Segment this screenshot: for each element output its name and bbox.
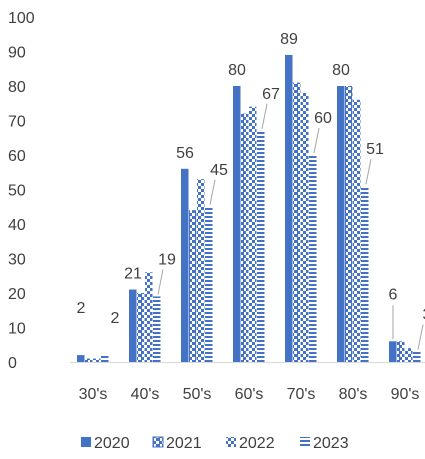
bar-2021-70s	[293, 82, 301, 363]
data-label-2020: 80	[228, 62, 246, 79]
bar-2023-70s	[309, 155, 317, 362]
y-tick-label: 20	[8, 286, 26, 303]
y-tick-label: 40	[8, 217, 26, 234]
x-tick-label: 60's	[235, 386, 264, 403]
y-tick-label: 100	[8, 10, 35, 27]
legend: 2020 2021 2022 2023	[81, 435, 349, 452]
bar-2020-60s	[233, 86, 241, 362]
legend-label-2022: 2022	[239, 435, 275, 452]
x-tick-label: 80's	[339, 386, 368, 403]
bar-2022-40s	[145, 272, 153, 362]
x-tick-label: 70's	[287, 386, 316, 403]
bar-2023-60s	[257, 130, 265, 362]
y-tick-label: 60	[8, 148, 26, 165]
data-label-2023: 60	[314, 110, 332, 127]
x-axis: 30's 40's 50's 60's 70's 80's 90's	[70, 362, 425, 403]
data-label-2020: 2	[77, 300, 86, 317]
legend-swatch-2022	[226, 437, 236, 447]
bar-2023-40s	[153, 296, 161, 362]
legend-swatch-2021	[152, 436, 164, 448]
legend-label-2020: 2020	[94, 435, 130, 452]
data-label-2020: 21	[124, 266, 142, 283]
bar-2021-50s	[189, 210, 197, 362]
data-label-2020: 80	[332, 62, 350, 79]
bars	[77, 54, 421, 363]
leader-line	[417, 324, 424, 350]
bar-2023-50s	[205, 206, 213, 362]
leader-line	[313, 127, 320, 154]
data-labels: 2 21 56 80 89 80 6 2 19 45 67 60 51 3	[77, 31, 425, 350]
data-label-2023: 2	[111, 310, 120, 327]
y-tick-label: 90	[8, 45, 26, 62]
data-label-2023: 67	[262, 86, 280, 103]
bar-2020-50s	[181, 168, 189, 362]
bar-2023-80s	[361, 186, 369, 362]
data-label-2020: 89	[280, 31, 298, 48]
legend-label-2023: 2023	[313, 435, 349, 452]
bar-2022-80s	[353, 99, 361, 363]
data-label-2023: 51	[366, 141, 384, 158]
bar-2020-40s	[129, 289, 137, 362]
y-tick-label: 0	[8, 355, 17, 372]
x-tick-label: 40's	[131, 386, 160, 403]
legend-label-2021: 2021	[166, 435, 202, 452]
bar-2022-70s	[301, 92, 309, 363]
bar-2022-50s	[197, 179, 205, 362]
x-tick-label: 50's	[183, 386, 212, 403]
bar-2021-90s	[397, 341, 405, 362]
bar-2021-30s	[85, 358, 93, 362]
legend-swatch-2023	[300, 437, 310, 447]
bar-2020-70s	[285, 54, 293, 362]
bar-2020-30s	[77, 355, 85, 362]
data-label-2023: 19	[158, 251, 176, 268]
leader-line	[157, 269, 164, 295]
y-tick-label: 70	[8, 114, 26, 131]
y-axis: 0 10 20 30 40 50 60 70 80 90 100	[8, 10, 35, 372]
y-tick-label: 10	[8, 321, 26, 338]
bar-2021-60s	[241, 113, 249, 362]
y-tick-label: 50	[8, 183, 26, 200]
bar-2023-30s	[101, 355, 109, 362]
bar-2021-40s	[137, 293, 145, 362]
bar-2020-80s	[337, 86, 345, 362]
bar-2020-90s	[389, 341, 397, 362]
data-label-2023: 45	[210, 162, 228, 179]
x-tick-label: 30's	[79, 386, 108, 403]
bar-2021-80s	[345, 86, 353, 362]
bar-2022-90s	[405, 348, 413, 362]
y-tick-label: 30	[8, 252, 26, 269]
data-label-2020: 6	[389, 286, 398, 303]
bar-2022-30s	[93, 358, 101, 362]
leader-line	[261, 103, 268, 129]
data-label-2023: 3	[423, 307, 425, 324]
bar-2022-60s	[249, 106, 257, 362]
leader-line	[209, 179, 216, 205]
data-label-2020: 56	[176, 145, 194, 162]
y-tick-label: 80	[8, 79, 26, 96]
leader-line	[365, 158, 372, 185]
bar-2023-90s	[413, 351, 421, 362]
legend-swatch-2020	[81, 437, 91, 447]
x-tick-label: 90's	[391, 386, 420, 403]
